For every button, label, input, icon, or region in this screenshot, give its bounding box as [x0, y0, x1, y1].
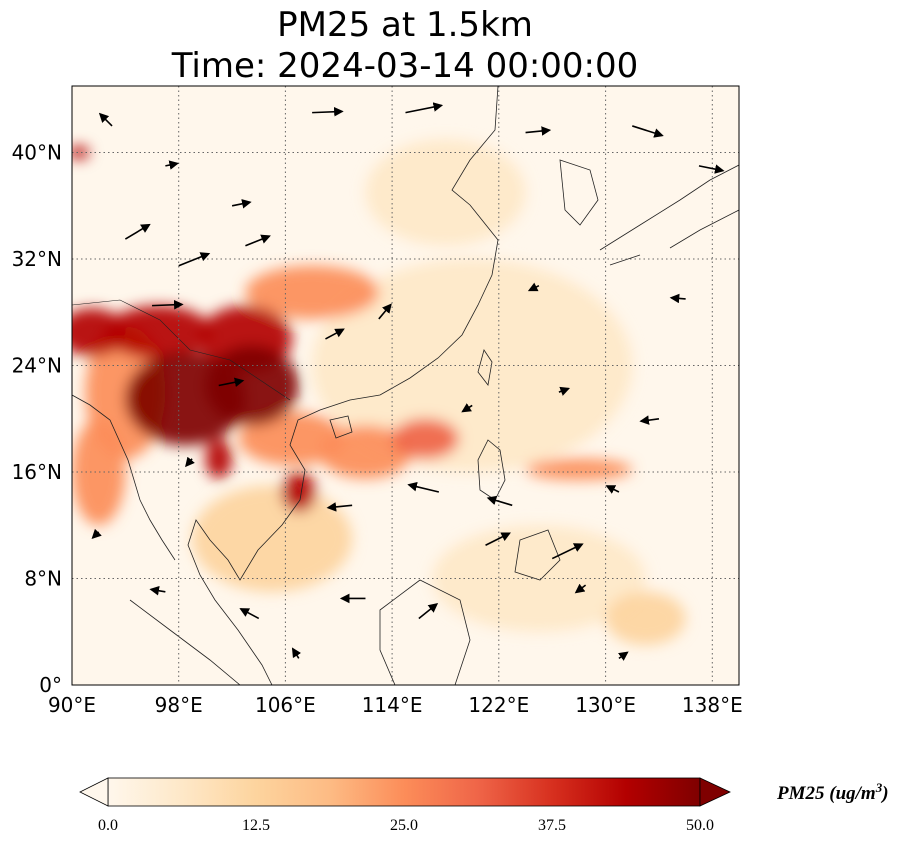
wind-arrow — [486, 495, 513, 507]
y-tick-label: 16°N — [12, 460, 62, 484]
wind-arrow — [558, 386, 571, 396]
wind-vectors — [91, 102, 725, 661]
colorbar-extend-max — [699, 777, 731, 807]
wind-arrow — [418, 603, 439, 620]
colorbar-tick-label: 37.5 — [538, 817, 566, 834]
y-tick-label: 8°N — [24, 567, 62, 591]
y-axis: 0° 8°N 16°N 24°N 32°N 40°N — [12, 141, 62, 698]
wind-arrow — [178, 252, 211, 267]
wind-arrow — [124, 223, 151, 240]
wind-arrow — [461, 403, 473, 413]
colorbar-label-base: PM25 (ug/m — [776, 783, 876, 804]
pm25-region — [205, 438, 233, 479]
coastline-korea — [559, 159, 599, 226]
wind-arrow — [239, 608, 260, 620]
wind-arrow — [407, 481, 440, 493]
colorbar: 0.0 12.5 25.0 37.5 50.0 PM25 (ug/m3) — [79, 777, 889, 834]
pm25-region — [525, 458, 633, 481]
pm25-region — [105, 305, 213, 359]
x-tick-label: 122°E — [468, 693, 529, 717]
coastline-japan — [599, 164, 739, 266]
colorbar-label-sup: 3 — [875, 780, 883, 795]
wind-arrow — [165, 160, 179, 170]
wind-arrow — [669, 293, 686, 304]
coastline-taiwan — [477, 349, 493, 386]
coastline-bay-of-bengal — [72, 394, 176, 561]
wind-arrow — [291, 647, 302, 659]
colorbar-label-end: ) — [880, 783, 888, 804]
x-tick-label: 130°E — [575, 693, 636, 717]
wind-arrow — [231, 199, 252, 209]
wind-arrow — [149, 586, 166, 596]
colorbar-tick-label: 0.0 — [98, 817, 118, 834]
wind-arrow — [405, 102, 444, 114]
wind-arrow — [326, 502, 353, 512]
wind-arrow — [551, 543, 584, 560]
gridlines — [72, 86, 739, 685]
x-tick-label: 138°E — [682, 693, 743, 717]
x-axis: 90°E 98°E 106°E 114°E 122°E 130°E 138°E — [48, 693, 743, 717]
colorbar-extend-min — [79, 777, 109, 807]
pm25-region — [605, 591, 686, 646]
pm25-region — [245, 265, 379, 319]
wind-arrow — [525, 126, 552, 136]
coastline-borneo — [379, 579, 471, 685]
y-tick-label: 0° — [39, 673, 62, 697]
colorbar-label: PM25 (ug/m3) — [776, 780, 889, 804]
coastline-mindanao — [514, 529, 561, 581]
wind-arrow — [632, 125, 664, 138]
y-tick-label: 40°N — [12, 141, 62, 165]
wind-arrow — [312, 106, 344, 117]
wind-arrow — [485, 532, 511, 546]
x-tick-label: 114°E — [362, 693, 423, 717]
wind-arrow — [527, 282, 540, 292]
map-frame — [71, 85, 740, 686]
wind-arrow — [618, 651, 629, 661]
wind-arrow — [91, 528, 102, 540]
pm25-region — [365, 139, 526, 246]
wind-arrow — [574, 583, 587, 594]
pm25-region — [281, 472, 317, 512]
pm25-region — [192, 485, 353, 592]
x-tick-label: 106°E — [255, 693, 316, 717]
wind-arrow — [325, 328, 345, 340]
pm25-region — [432, 525, 646, 632]
pm25-region — [72, 145, 90, 160]
coastline-sumatra — [129, 599, 241, 685]
wind-arrow — [639, 415, 660, 425]
y-tick-label: 32°N — [12, 247, 62, 271]
coastline-mainland — [187, 86, 499, 685]
wind-arrow — [378, 303, 392, 320]
border-line — [72, 299, 291, 401]
map-plot-area — [71, 85, 740, 686]
wind-arrow — [698, 164, 725, 174]
wind-arrow — [245, 234, 271, 247]
pm25-region — [392, 418, 459, 459]
x-tick-label: 90°E — [48, 693, 96, 717]
wind-arrow — [98, 112, 113, 127]
pm25-region — [125, 352, 246, 446]
colorbar-tick-label: 12.5 — [242, 817, 270, 834]
colorbar-tick-label: 50.0 — [686, 817, 714, 834]
wind-arrow — [185, 456, 195, 468]
x-tick-label: 98°E — [155, 693, 203, 717]
colorbar-tick-label: 25.0 — [390, 817, 418, 834]
colorbar-gradient — [107, 777, 701, 807]
wind-arrow — [152, 299, 184, 310]
chart-title-line1: PM25 at 1.5km — [277, 5, 533, 45]
wind-arrow — [218, 377, 245, 387]
y-tick-label: 24°N — [12, 354, 62, 378]
chart-title-line2: Time: 2024-03-14 00:00:00 — [171, 46, 639, 86]
coastline-hainan — [329, 415, 353, 439]
wind-arrow — [605, 485, 620, 494]
